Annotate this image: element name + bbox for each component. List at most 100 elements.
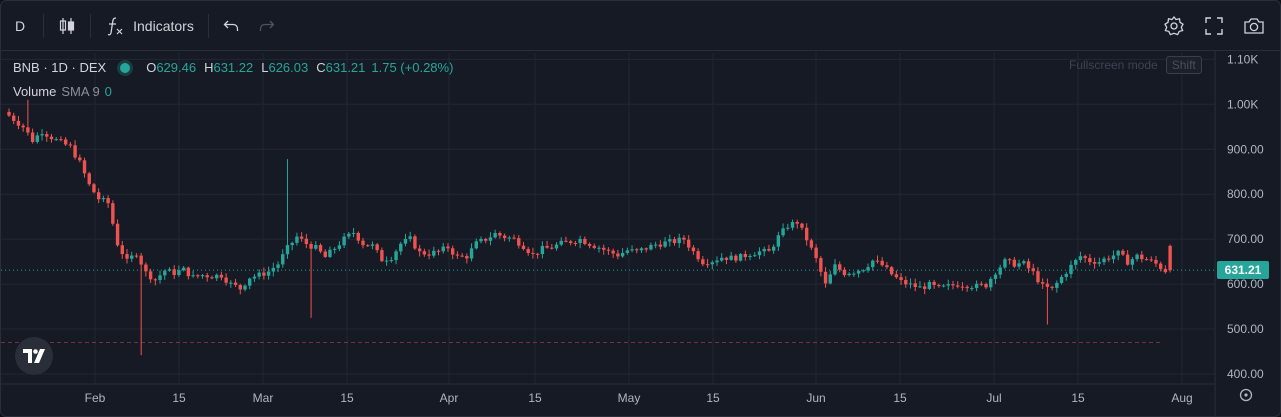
candle-body [960,286,965,288]
candle-body [134,255,139,257]
sma-label: SMA 9 [61,84,100,99]
candle-body [1102,258,1106,263]
candle-body [380,250,384,262]
candle-body [691,247,696,252]
candle-body [833,264,837,275]
interval-button[interactable]: D [1,9,39,43]
high-key: H [204,60,214,75]
candle-body [616,253,620,257]
chart-type-button[interactable] [48,9,86,43]
symbol-title[interactable]: BNB · 1D · DEX [13,60,107,75]
candle-body [686,239,691,248]
candle-body [946,284,950,286]
candle-body [30,132,35,142]
candle-body [417,248,422,252]
grid-lines [1,53,1215,384]
sma-value: 0 [104,84,112,99]
reset-scale-button[interactable] [1238,387,1254,408]
candle-body [1149,259,1153,261]
candle-body [196,275,200,277]
candle-body [531,252,535,254]
candle-body [248,278,252,286]
toolbar-divider [43,13,45,38]
candle-body [729,255,733,260]
candle-body [172,269,176,276]
time-tick-label: 15 [340,391,354,405]
candle-body [40,134,44,136]
undo-icon [223,20,238,31]
candle-body [413,236,417,249]
candle-body [394,251,398,261]
time-tick-label: May [618,391,641,405]
candle-body [78,157,82,161]
close-key: C [316,60,326,75]
volume-legend: Volume SMA 9 0 [13,84,112,99]
candle-body [1017,263,1021,267]
candle-body [1064,274,1068,277]
candle-body [295,236,299,243]
time-tick-label: 15 [528,391,542,405]
candle-body [144,264,148,272]
candle-body [894,274,899,278]
candle-body [989,278,993,288]
candle-body [304,238,309,244]
candle-body [1088,258,1092,263]
candle-body [635,249,639,251]
candle-body [1130,259,1135,265]
candle-body [59,139,63,141]
indicators-button[interactable]: Indicators [95,9,204,43]
candle-body [389,260,394,262]
candle-body [266,271,271,276]
candle-body [658,244,663,247]
candle-body [583,238,587,244]
candle-body [96,192,101,200]
toolbar-right [1156,9,1272,43]
undo-button[interactable] [213,9,249,43]
price-tick-label: 500.00 [1227,322,1264,336]
candle-body [965,286,969,289]
candle-body [314,245,318,249]
candle-body [790,221,795,228]
redo-button[interactable] [249,9,285,43]
candle-body [384,260,389,262]
candle-body [724,257,729,260]
candle-body [682,237,686,240]
candle-body [932,281,936,285]
candle-body [450,248,455,255]
candle-body [554,244,559,249]
candle-body [587,243,592,246]
candle-body [1078,256,1083,260]
candle-body [479,238,483,242]
time-tick-label: Apr [440,391,459,405]
candle-body [937,284,941,286]
candle-body [1040,282,1045,284]
candle-body [1111,255,1116,260]
candle-body [753,255,757,257]
candle-body [597,247,601,249]
candle-body [847,273,851,276]
shift-key-badge: Shift [1165,56,1202,74]
candle-body [852,273,856,275]
candle-body [800,223,804,228]
tradingview-logo[interactable] [15,337,53,375]
candle-body [26,127,30,133]
settings-button[interactable] [1156,9,1192,43]
volume-label[interactable]: Volume [13,84,57,99]
time-tick-label: 15 [1071,391,1085,405]
candle-body [880,260,884,266]
candle-body [403,238,408,244]
candle-body [502,235,507,239]
candle-body [1144,259,1149,261]
candle-body [271,267,276,272]
candle-body [399,243,403,252]
candle-body [649,244,653,250]
candle-body [106,198,110,204]
candle-body [715,260,719,263]
low-key: L [261,60,269,75]
fullscreen-button[interactable] [1196,9,1232,43]
screenshot-button[interactable] [1236,9,1272,43]
candles-icon [60,17,75,34]
candle-body [838,264,842,270]
